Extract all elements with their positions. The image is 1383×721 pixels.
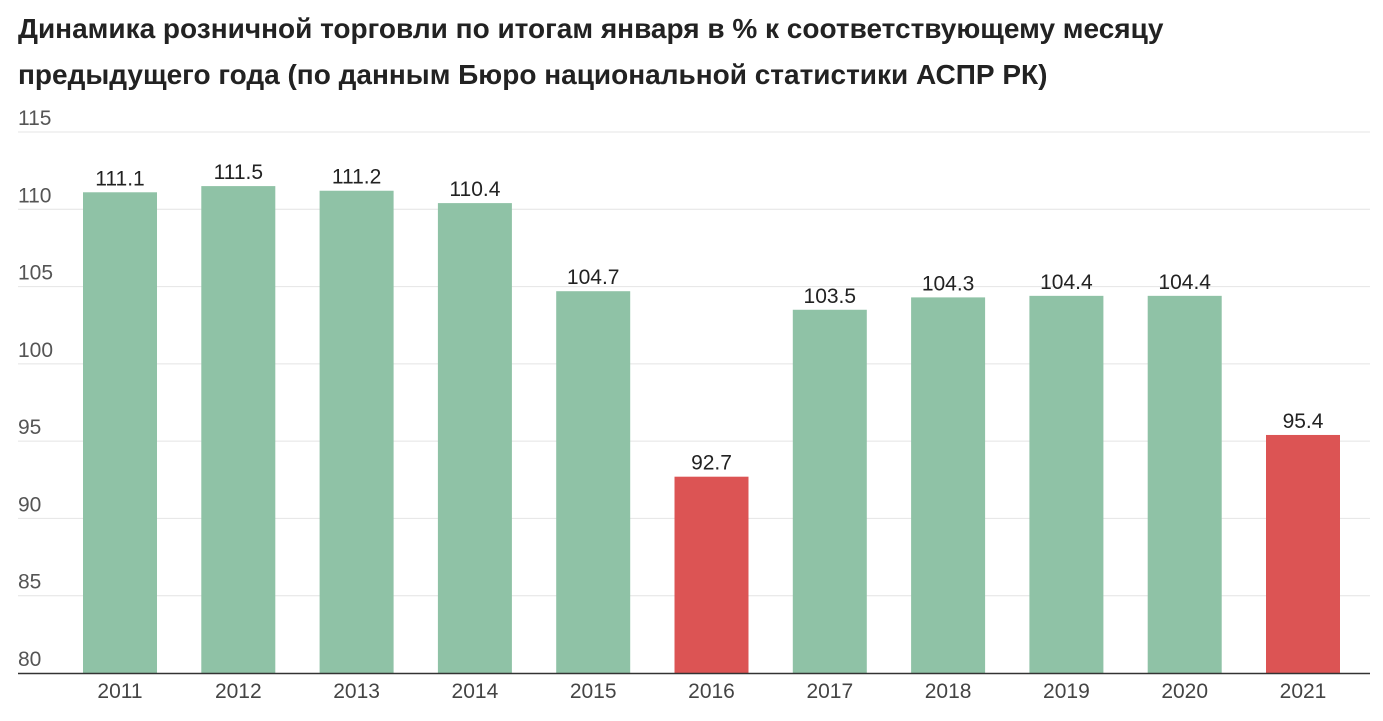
bar-value-label: 104.7 [567, 266, 620, 289]
bar-value-label: 111.5 [214, 161, 263, 184]
x-tick-label: 2015 [570, 680, 617, 703]
x-tick-label: 2011 [97, 680, 142, 703]
bar-value-label: 104.4 [1158, 271, 1211, 294]
x-tick-label: 2012 [215, 680, 262, 703]
x-tick-label: 2021 [1280, 680, 1327, 703]
bar-value-labels: 111.1 111.5 111.2 110.4 104.7 92.7 103.5 104.3 1… [95, 161, 1323, 475]
chart-title: Динамика розничной торговли по итогам ян… [18, 13, 1164, 90]
bar-2020 [1147, 295, 1222, 673]
bar-2017 [792, 309, 867, 673]
bar-value-label: 111.1 [95, 167, 144, 190]
y-tick-label: 80 [18, 648, 41, 671]
y-tick-label: 110 [18, 184, 51, 207]
bar-2011 [83, 192, 157, 674]
bar-2015 [556, 291, 631, 673]
x-tick-label: 2017 [806, 680, 853, 703]
bar-value-label: 92.7 [691, 452, 732, 475]
bar-2018 [911, 297, 986, 673]
x-tick-label: 2016 [688, 680, 735, 703]
bar-value-label: 95.4 [1283, 410, 1324, 433]
y-tick-label: 95 [18, 416, 41, 439]
x-tick-label: 2019 [1043, 680, 1090, 703]
bar-value-label: 110.4 [449, 178, 500, 201]
bar-value-label: 104.4 [1040, 271, 1093, 294]
bar-2019 [1029, 295, 1104, 673]
y-tick-label: 100 [18, 339, 53, 362]
x-tick-label: 2013 [333, 680, 380, 703]
x-tick-label: 2014 [452, 680, 499, 703]
x-axis-tick-labels: 2011 2012 2013 2014 2015 2016 2017 2018 2019 2020… [97, 680, 1326, 703]
y-tick-label: 85 [18, 571, 41, 594]
bar-2013 [319, 190, 394, 674]
y-tick-label: 90 [18, 493, 41, 516]
bar-value-label: 104.3 [922, 272, 975, 295]
x-tick-label: 2018 [925, 680, 972, 703]
bars [83, 186, 1340, 674]
y-axis-tick-labels: 80 85 90 95 100 105 110 115 [18, 107, 53, 671]
bar-value-label: 103.5 [804, 285, 857, 308]
bar-value-label: 111.2 [332, 166, 381, 189]
bar-2012 [201, 186, 276, 673]
bar-2021 [1266, 434, 1340, 673]
bar-2016 [674, 476, 749, 673]
x-tick-label: 2020 [1161, 680, 1208, 703]
y-tick-label: 105 [18, 262, 53, 285]
bar-2014 [437, 203, 512, 674]
y-tick-label: 115 [18, 107, 51, 130]
